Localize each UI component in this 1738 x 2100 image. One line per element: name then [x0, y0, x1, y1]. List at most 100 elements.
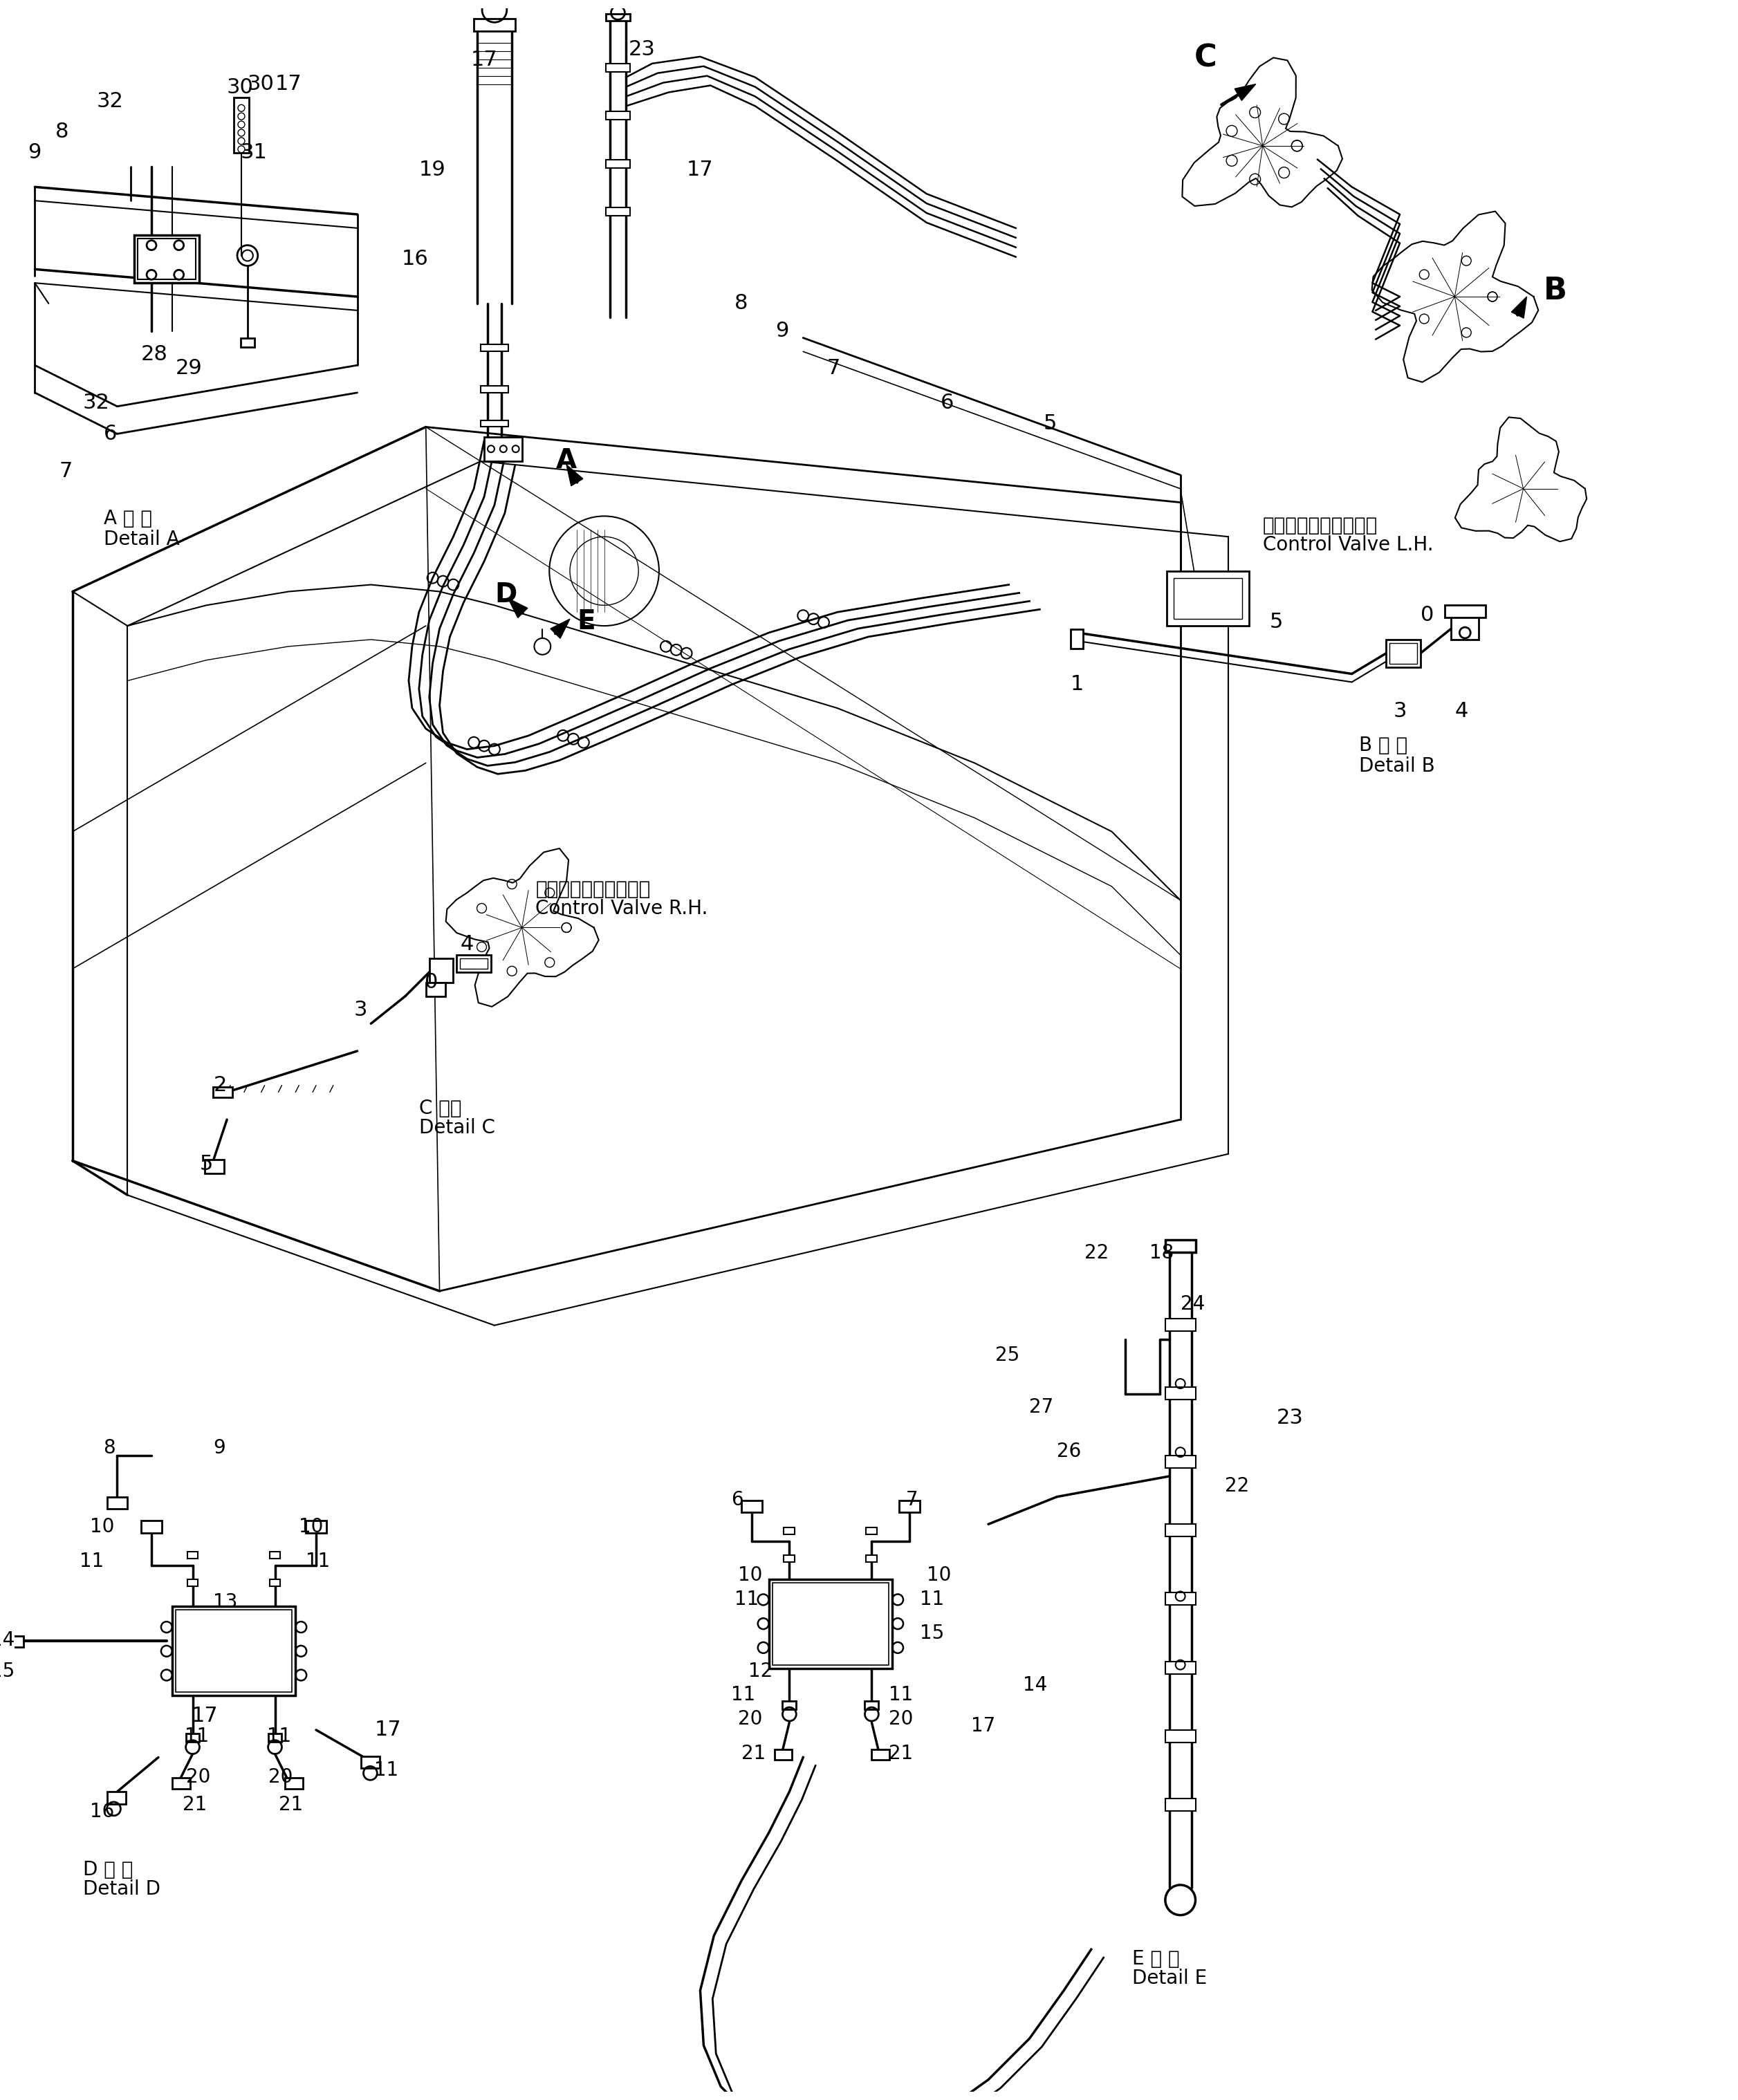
Text: 15: 15: [919, 1623, 944, 1642]
Text: 11: 11: [266, 1726, 290, 1745]
Text: 22: 22: [1085, 1243, 1109, 1262]
Text: 26: 26: [1057, 1443, 1081, 1462]
Bar: [362, 1756, 381, 1768]
Bar: [141, 1520, 162, 1533]
Text: 0: 0: [1420, 605, 1434, 626]
Bar: [188, 1552, 198, 1558]
Text: 21: 21: [888, 1743, 912, 1764]
Text: 11: 11: [80, 1552, 104, 1571]
Text: C: C: [1194, 42, 1217, 74]
Text: A 詳 細: A 詳 細: [104, 510, 151, 529]
Bar: [784, 1556, 794, 1562]
Text: 11: 11: [374, 1760, 398, 1781]
Text: 23: 23: [1276, 1407, 1304, 1428]
Text: 11: 11: [184, 1726, 209, 1745]
Bar: [768, 1579, 892, 1667]
Text: 9: 9: [214, 1439, 226, 1457]
Text: 11: 11: [306, 1552, 330, 1571]
Bar: [285, 1779, 302, 1789]
Text: 11: 11: [732, 1686, 756, 1705]
Text: 6: 6: [732, 1489, 744, 1510]
Text: A: A: [556, 447, 577, 475]
Text: 1: 1: [1071, 674, 1085, 693]
Bar: [1164, 1388, 1196, 1399]
Bar: [866, 1556, 878, 1562]
Text: 10: 10: [926, 1564, 951, 1586]
Bar: [1164, 1661, 1196, 1674]
Text: 16: 16: [401, 248, 429, 269]
Bar: [1390, 643, 1416, 664]
Bar: [1164, 1730, 1196, 1743]
Text: 15: 15: [0, 1661, 14, 1680]
Bar: [429, 958, 454, 983]
Bar: [481, 420, 507, 426]
Text: 30: 30: [247, 74, 275, 94]
Bar: [186, 1732, 200, 1741]
Bar: [782, 1701, 796, 1709]
Text: C 詳細: C 詳細: [419, 1098, 462, 1119]
Bar: [1164, 1798, 1196, 1810]
Text: 17: 17: [191, 1705, 217, 1726]
Text: 20: 20: [268, 1768, 292, 1787]
Text: 8: 8: [104, 1439, 116, 1457]
Text: 17: 17: [275, 74, 302, 94]
Bar: [306, 1520, 327, 1533]
Text: 7: 7: [827, 359, 841, 378]
Text: 24: 24: [1180, 1294, 1204, 1315]
Text: 9: 9: [775, 321, 789, 340]
Text: 5: 5: [1269, 611, 1283, 632]
Bar: [1166, 571, 1250, 626]
Text: 19: 19: [419, 160, 445, 181]
Text: 4: 4: [1455, 701, 1469, 720]
Text: Control Valve R.H.: Control Valve R.H.: [535, 899, 707, 918]
Text: 29: 29: [176, 359, 202, 378]
Bar: [605, 63, 631, 71]
Bar: [772, 1583, 888, 1665]
Text: 6: 6: [104, 424, 116, 443]
Text: 30: 30: [228, 78, 254, 97]
Bar: [268, 1732, 282, 1741]
Text: D: D: [494, 582, 516, 607]
Text: 6: 6: [940, 393, 954, 414]
Text: 8: 8: [56, 122, 70, 143]
Text: 3: 3: [1392, 701, 1406, 720]
Polygon shape: [507, 598, 528, 617]
Text: 17: 17: [374, 1720, 401, 1739]
Text: B: B: [1543, 275, 1568, 307]
Text: 20: 20: [739, 1709, 763, 1728]
Bar: [784, 1527, 794, 1535]
Bar: [108, 1791, 127, 1804]
Bar: [1387, 640, 1420, 668]
Text: E: E: [577, 609, 594, 634]
Bar: [1164, 1455, 1196, 1468]
Text: 14: 14: [1022, 1676, 1046, 1695]
Text: Detail E: Detail E: [1133, 1968, 1208, 1989]
Text: 17: 17: [687, 160, 713, 181]
Bar: [457, 956, 492, 972]
Bar: [1164, 1319, 1196, 1331]
Bar: [172, 1606, 295, 1695]
Text: 14: 14: [0, 1630, 14, 1651]
Bar: [485, 437, 521, 462]
Text: 10: 10: [299, 1518, 323, 1537]
Text: 21: 21: [278, 1795, 302, 1814]
Bar: [1164, 1525, 1196, 1537]
Text: 2: 2: [214, 1075, 226, 1094]
Text: 7: 7: [905, 1489, 918, 1510]
Text: 3: 3: [355, 1000, 367, 1021]
Bar: [866, 1527, 878, 1535]
Text: 23: 23: [627, 40, 655, 59]
Text: Detail C: Detail C: [419, 1117, 495, 1138]
Polygon shape: [1234, 84, 1257, 101]
Text: 31: 31: [240, 143, 268, 162]
Text: 27: 27: [1029, 1396, 1053, 1418]
Bar: [235, 99, 249, 153]
Text: 11: 11: [919, 1590, 944, 1609]
Bar: [1164, 1592, 1196, 1604]
Text: Detail A: Detail A: [104, 529, 179, 550]
Text: 18: 18: [1149, 1243, 1173, 1262]
Bar: [108, 1497, 127, 1510]
Bar: [134, 235, 200, 284]
Text: 5: 5: [1043, 414, 1057, 433]
Bar: [205, 1159, 224, 1174]
